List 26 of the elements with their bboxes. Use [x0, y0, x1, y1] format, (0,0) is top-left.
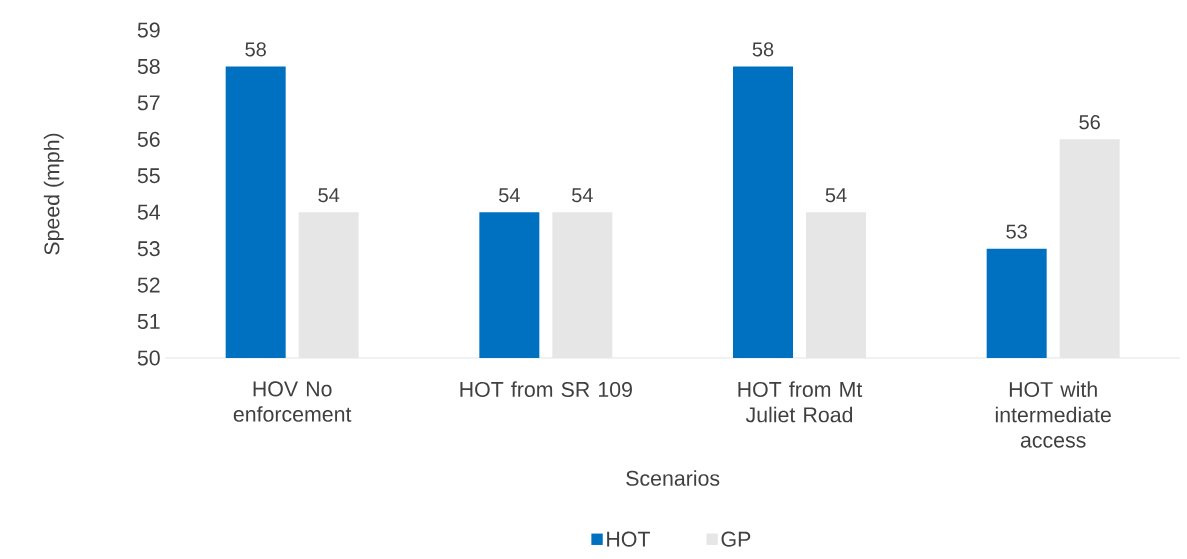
- x-tick-label: HOT with intermediate access: [995, 381, 1111, 448]
- x-tick-label: HOV No enforcement: [233, 381, 352, 422]
- data-label: 54: [572, 188, 593, 203]
- data-label: 54: [499, 188, 520, 203]
- y-tick-label: 57: [137, 95, 160, 111]
- y-tick-label: 54: [137, 204, 160, 220]
- data-label: 53: [1006, 224, 1027, 239]
- y-tick-label: 55: [137, 168, 160, 184]
- x-tick-label: HOT from Mt Juliet Road: [738, 381, 863, 423]
- data-label: 58: [245, 42, 266, 57]
- y-tick-label: 58: [137, 58, 160, 74]
- y-tick-label: 50: [137, 350, 160, 366]
- x-tick-label: HOT from SR 109: [460, 381, 632, 398]
- data-label: 56: [1079, 115, 1100, 130]
- y-tick-label: 56: [137, 131, 160, 147]
- y-tick-label: 53: [137, 241, 160, 257]
- y-tick-label: 51: [137, 314, 160, 329]
- data-label: 54: [318, 188, 340, 203]
- y-axis-title: Speed (mph): [43, 133, 64, 255]
- x-axis-title: Scenarios: [626, 470, 720, 486]
- data-label: 54: [825, 188, 847, 203]
- y-tick-label: 59: [137, 22, 160, 38]
- legend-label: HOT: [607, 531, 650, 547]
- y-tick-label: 52: [137, 277, 160, 293]
- data-label: 58: [752, 42, 774, 57]
- legend-label: GP: [721, 531, 751, 547]
